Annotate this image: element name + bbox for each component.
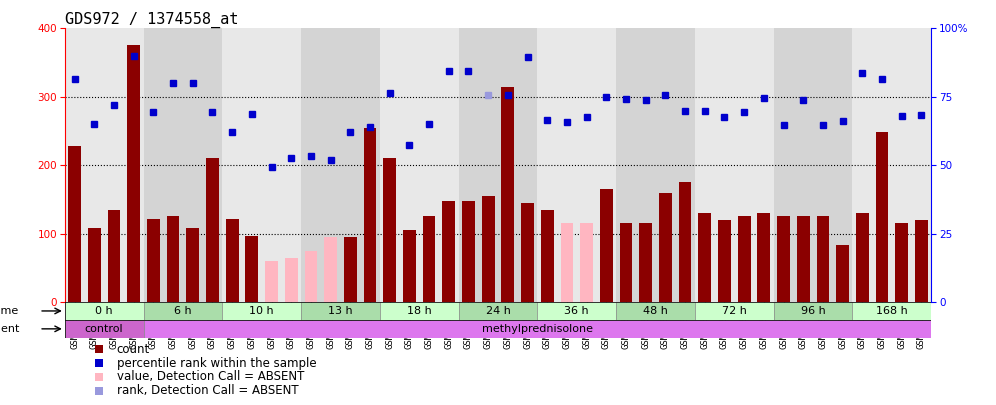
Bar <box>88 228 101 302</box>
Bar <box>797 217 810 302</box>
Bar <box>695 302 774 320</box>
Bar <box>501 87 514 302</box>
Text: agent: agent <box>0 324 20 334</box>
Bar <box>301 302 379 320</box>
Bar <box>65 28 143 302</box>
Bar <box>186 228 199 302</box>
Text: 10 h: 10 h <box>249 306 274 316</box>
Bar <box>285 258 298 302</box>
Bar <box>856 213 869 302</box>
Bar <box>222 28 301 302</box>
Bar <box>600 189 613 302</box>
Bar <box>758 213 770 302</box>
Text: 72 h: 72 h <box>722 306 747 316</box>
Bar <box>538 302 617 320</box>
Bar <box>853 28 931 302</box>
Bar <box>147 219 159 302</box>
Bar <box>777 217 790 302</box>
Bar <box>403 230 415 302</box>
Bar <box>325 237 337 302</box>
Bar <box>422 217 435 302</box>
Bar <box>143 302 222 320</box>
Bar <box>379 28 458 302</box>
Bar <box>226 219 238 302</box>
Bar <box>620 223 632 302</box>
Bar <box>458 302 538 320</box>
Text: percentile rank within the sample: percentile rank within the sample <box>117 356 317 369</box>
Bar <box>581 223 593 302</box>
Text: methylprednisolone: methylprednisolone <box>482 324 593 334</box>
Text: value, Detection Call = ABSENT: value, Detection Call = ABSENT <box>117 371 304 384</box>
Bar <box>617 302 695 320</box>
Bar <box>222 302 301 320</box>
Bar <box>521 203 534 302</box>
Bar <box>738 217 751 302</box>
Bar <box>68 146 81 302</box>
Text: GDS972 / 1374558_at: GDS972 / 1374558_at <box>65 12 238 28</box>
Bar <box>895 223 908 302</box>
Text: 18 h: 18 h <box>406 306 431 316</box>
Bar <box>837 245 849 302</box>
Bar <box>442 201 455 302</box>
Bar <box>65 320 143 338</box>
Bar <box>265 261 278 302</box>
Bar <box>206 158 219 302</box>
Text: control: control <box>85 324 124 334</box>
Bar <box>127 45 140 302</box>
Text: 6 h: 6 h <box>174 306 191 316</box>
Bar <box>915 220 928 302</box>
Bar <box>561 223 574 302</box>
Bar <box>458 28 538 302</box>
Text: 168 h: 168 h <box>876 306 907 316</box>
Bar <box>305 251 318 302</box>
Bar <box>245 237 258 302</box>
Text: rank, Detection Call = ABSENT: rank, Detection Call = ABSENT <box>117 384 299 397</box>
Bar <box>853 302 931 320</box>
Bar <box>678 182 691 302</box>
Text: 96 h: 96 h <box>801 306 826 316</box>
Bar <box>695 28 774 302</box>
Text: 36 h: 36 h <box>565 306 589 316</box>
Bar <box>639 223 652 302</box>
Text: 24 h: 24 h <box>486 306 510 316</box>
Text: 0 h: 0 h <box>96 306 113 316</box>
Bar <box>774 302 853 320</box>
Bar <box>482 196 495 302</box>
Text: time: time <box>0 306 20 316</box>
Bar <box>774 28 853 302</box>
Bar <box>143 28 222 302</box>
Bar <box>143 320 931 338</box>
Bar <box>817 217 830 302</box>
Bar <box>538 28 617 302</box>
Text: 13 h: 13 h <box>328 306 353 316</box>
Bar <box>462 201 475 302</box>
Bar <box>108 210 121 302</box>
Bar <box>875 132 888 302</box>
Bar <box>344 237 357 302</box>
Bar <box>659 192 671 302</box>
Bar <box>65 302 143 320</box>
Bar <box>698 213 711 302</box>
Text: 48 h: 48 h <box>643 306 668 316</box>
Bar <box>383 158 396 302</box>
Bar <box>718 220 731 302</box>
Bar <box>541 210 554 302</box>
Bar <box>364 128 376 302</box>
Bar <box>379 302 458 320</box>
Bar <box>166 217 179 302</box>
Bar <box>617 28 695 302</box>
Text: count: count <box>117 343 150 356</box>
Bar <box>301 28 379 302</box>
